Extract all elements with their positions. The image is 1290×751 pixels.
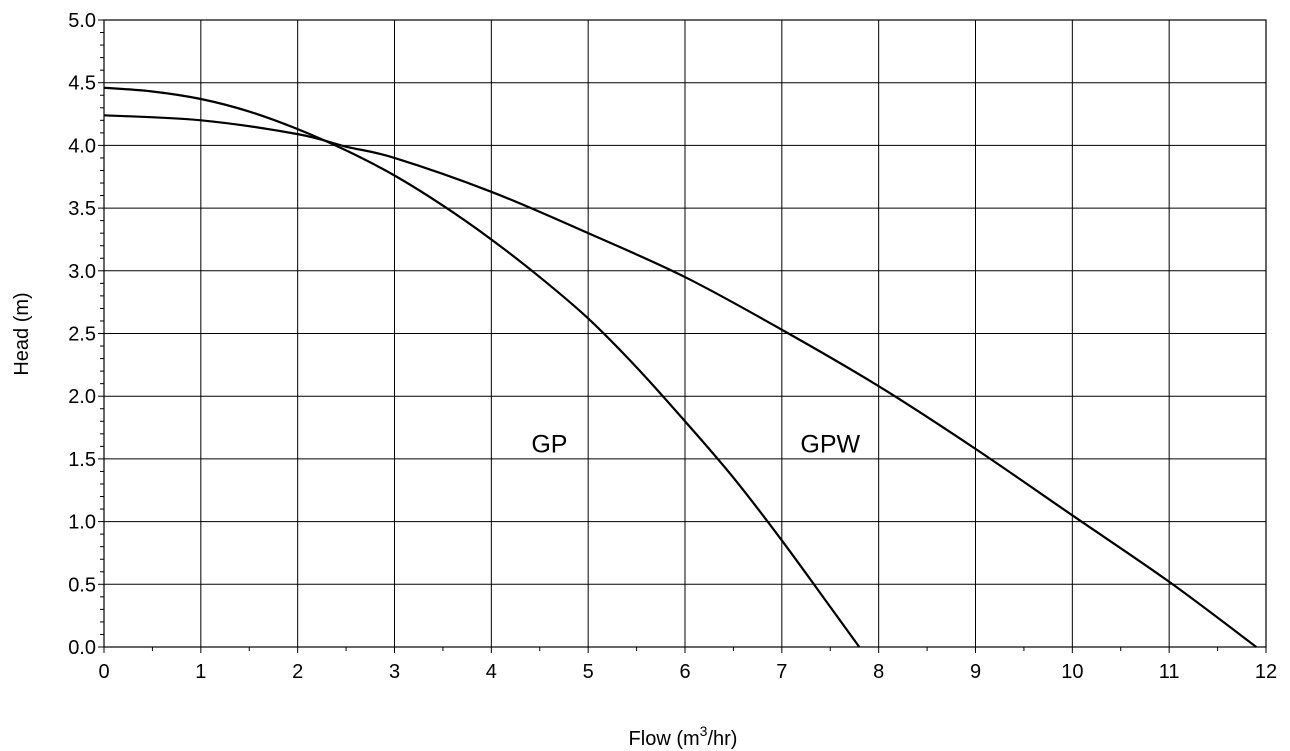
y-tick-label: 4.5 xyxy=(68,73,96,95)
y-axis-title: Head (m) xyxy=(11,292,33,375)
x-tick-label: 11 xyxy=(1159,661,1180,683)
y-tick-label: 2.0 xyxy=(68,386,96,408)
y-tick-label: 4.0 xyxy=(68,135,96,157)
x-axis-title: Flow (m3/hr) xyxy=(629,723,738,750)
y-tick-label: 1.0 xyxy=(68,512,96,534)
x-axis-title-suffix: /hr) xyxy=(707,728,737,750)
x-axis-title-superscript: 3 xyxy=(700,723,708,739)
y-tick-label: 2.5 xyxy=(68,324,96,346)
x-tick-label: 1 xyxy=(195,661,206,683)
series-lines xyxy=(103,86,1257,648)
series-line-gpw xyxy=(103,114,1257,648)
grid xyxy=(103,19,1267,648)
x-axis-title-prefix: Flow (m xyxy=(629,728,700,750)
x-tick-label: 4 xyxy=(486,661,497,683)
x-tick-label: 2 xyxy=(292,661,303,683)
plot-area-border xyxy=(103,19,1267,648)
curve-label-gpw: GPW xyxy=(800,431,860,459)
x-tick-label: 5 xyxy=(583,661,594,683)
curve-labels: GP GPW xyxy=(531,431,860,459)
x-tick-label: 0 xyxy=(98,661,109,683)
x-tick-label: 6 xyxy=(679,661,690,683)
series-line-gp xyxy=(103,86,861,648)
x-tick-labels: 0 1 2 3 4 5 6 7 8 9 10 11 12 xyxy=(98,661,1277,683)
x-tick-label: 8 xyxy=(873,661,884,683)
y-tick-labels: 0.0 0.5 1.0 1.5 2.0 2.5 3.0 3.5 4.0 4.5 5.0 xyxy=(68,10,96,659)
x-tick-label: 7 xyxy=(776,661,787,683)
minor-ticks xyxy=(98,19,1267,653)
y-tick-label: 0.5 xyxy=(68,574,96,596)
y-tick-label: 0.0 xyxy=(68,637,96,659)
x-tick-label: 9 xyxy=(970,661,981,683)
x-tick-label: 3 xyxy=(389,661,400,683)
x-tick-label: 10 xyxy=(1061,661,1083,683)
y-tick-label: 3.0 xyxy=(68,261,96,283)
y-tick-label: 1.5 xyxy=(68,449,96,471)
curve-label-gp: GP xyxy=(531,431,567,459)
y-tick-label: 5.0 xyxy=(68,10,96,32)
y-tick-label: 3.5 xyxy=(68,198,96,220)
x-tick-label: 12 xyxy=(1255,661,1277,683)
